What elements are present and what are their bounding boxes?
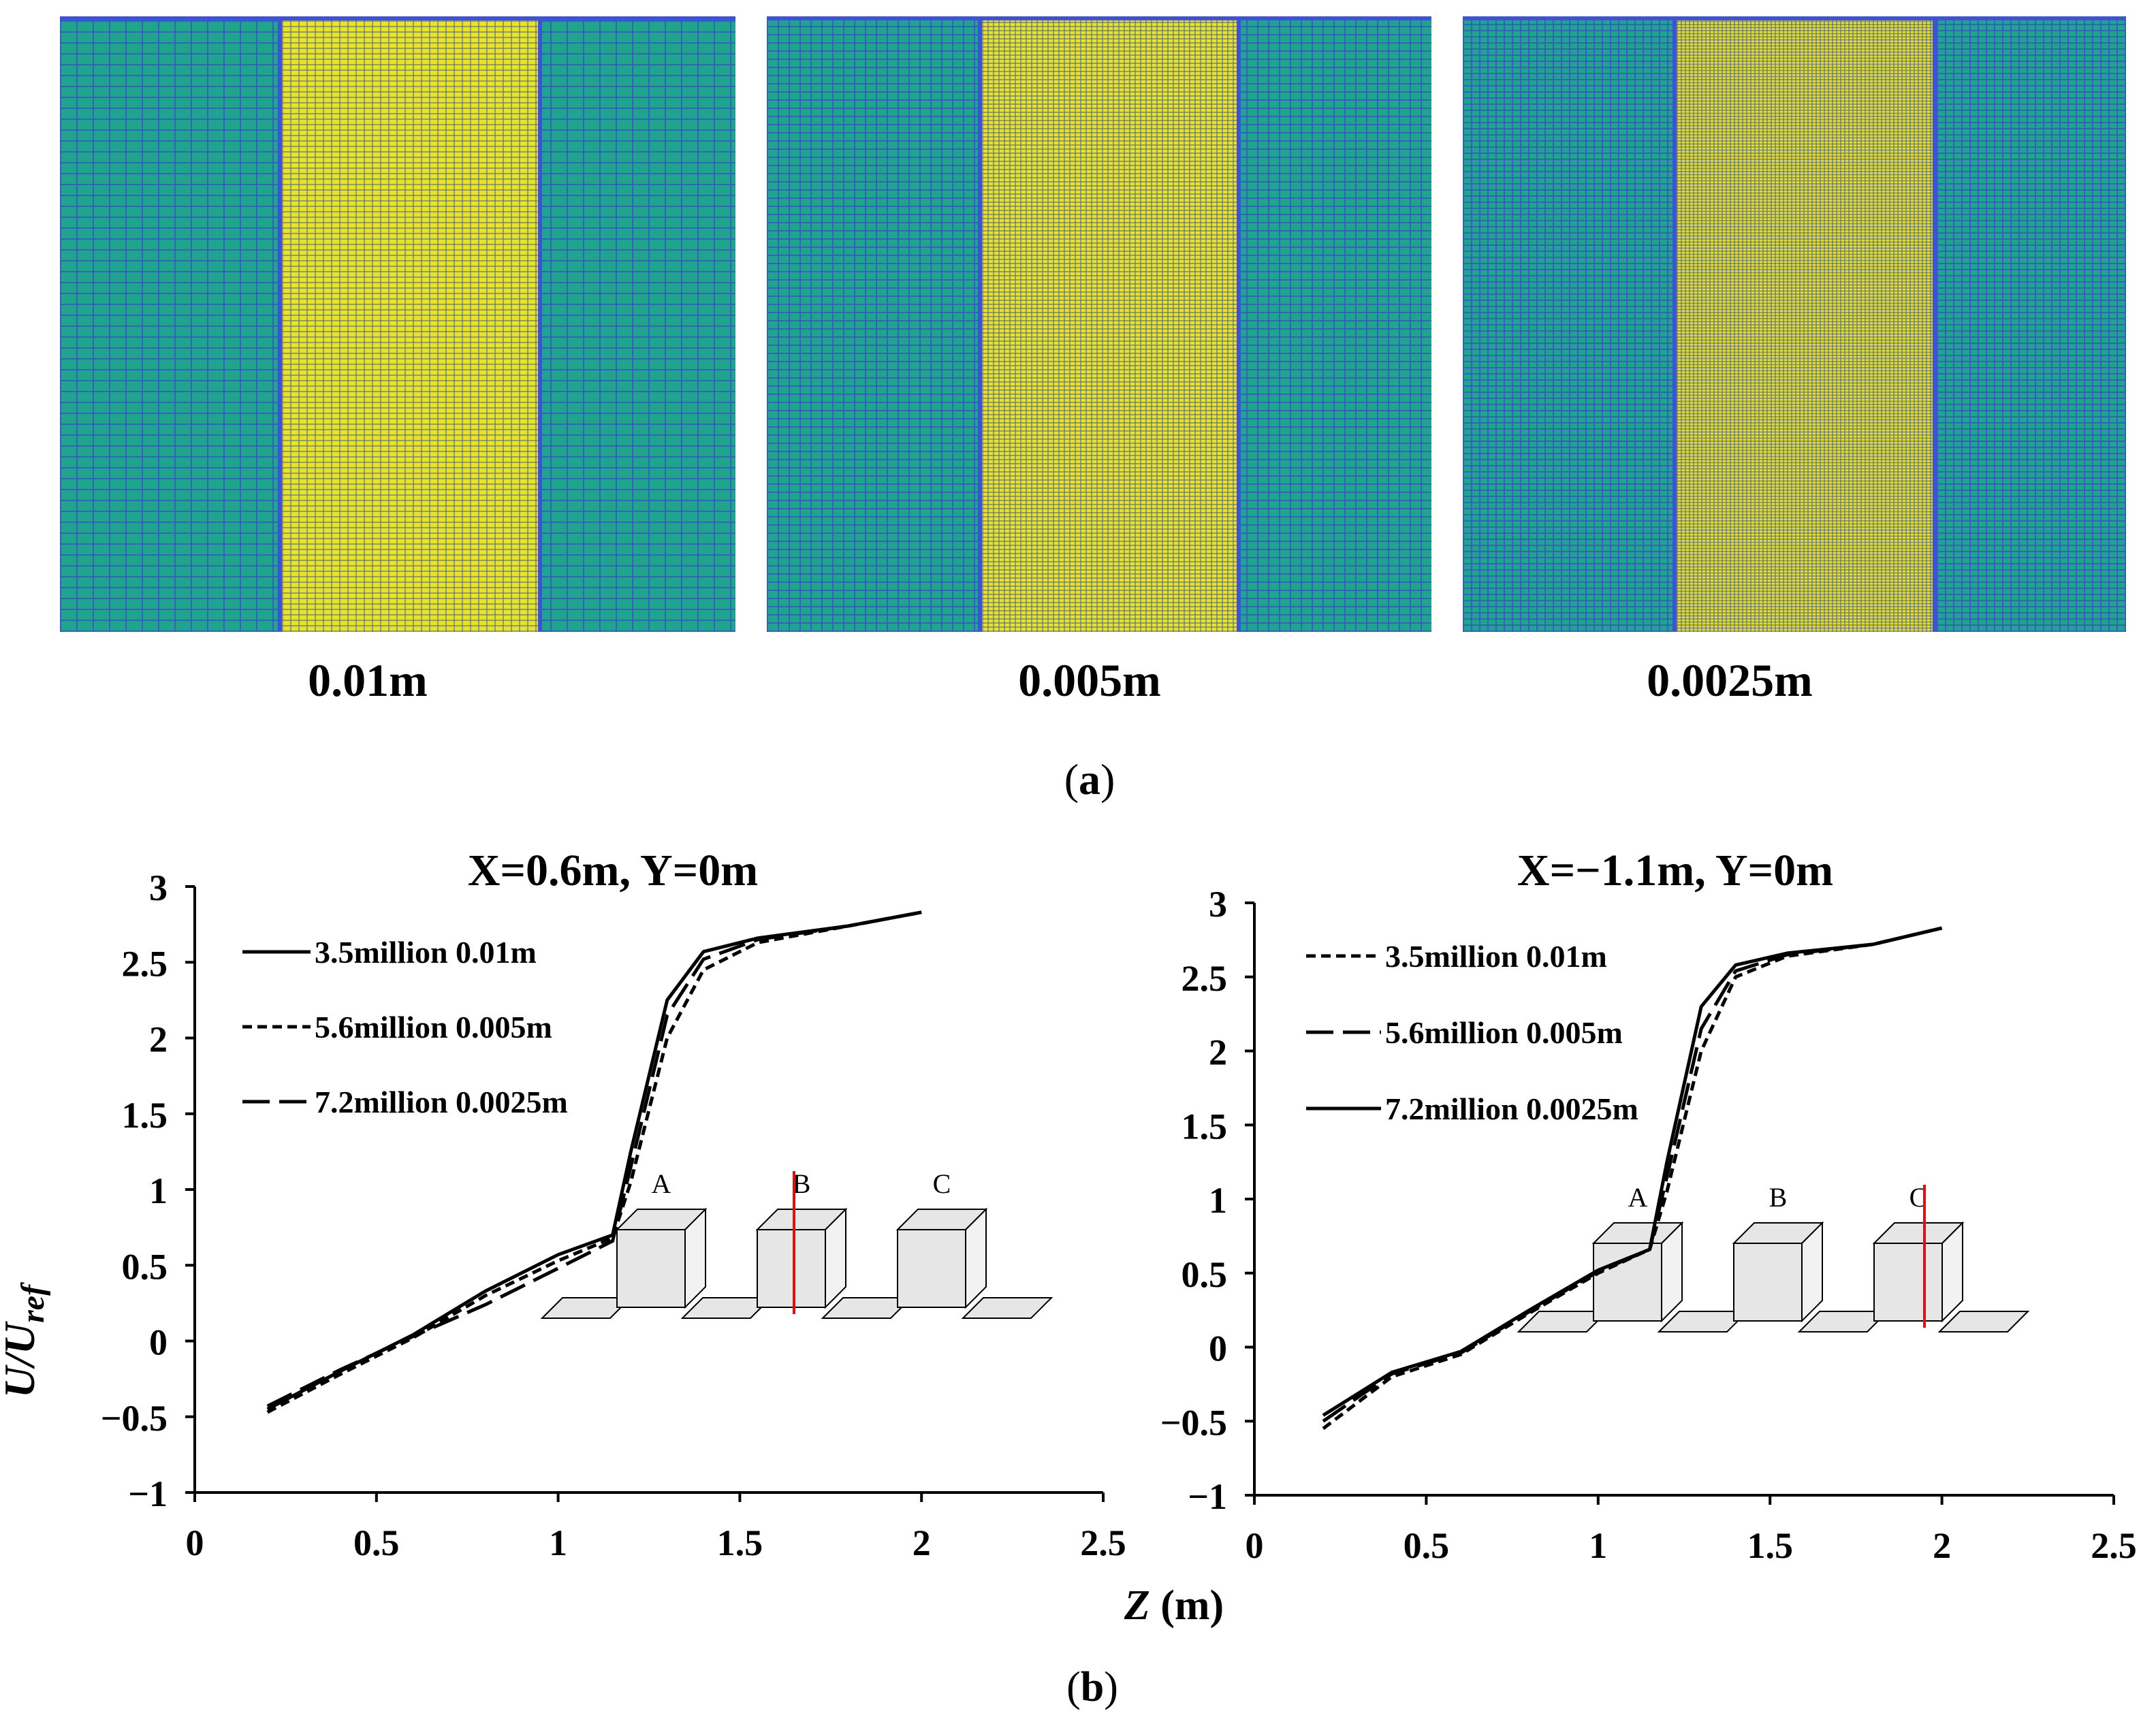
legend-label: 5.6million 0.005m — [315, 1010, 552, 1044]
x-tick-label: 1 — [1589, 1525, 1607, 1566]
inset-block-label: A — [1628, 1182, 1648, 1213]
inset-block-front — [1873, 1243, 1943, 1322]
mesh-refined-region — [1673, 20, 1937, 632]
y-tick-label: 3 — [1209, 884, 1227, 925]
y-tick-label: −1 — [128, 1473, 168, 1514]
mesh-caption-coarse: 0.01m — [308, 654, 428, 706]
chart-title: X=0.6m, Y=0m — [468, 846, 759, 895]
chart-left: −1 −0.5 0 0.5 1 1.5 2 2.5 3 0 0.5 1 1.5 2 2.5 X=0.6m, Y… — [101, 846, 1126, 1563]
y-tick-label: 0.5 — [1182, 1254, 1228, 1295]
y-tick-label: 2 — [1209, 1032, 1227, 1073]
y-tick-label: 1.5 — [1182, 1106, 1228, 1147]
y-tick-label: 1 — [1209, 1180, 1227, 1221]
y-tick-label: 1 — [149, 1170, 168, 1211]
legend-label: 5.6million 0.005m — [1385, 1015, 1623, 1050]
inset-block-side — [965, 1207, 987, 1309]
inset-block-label: B — [793, 1168, 811, 1199]
y-tick-label: 2 — [149, 1019, 168, 1060]
inset-block-front — [1593, 1243, 1662, 1322]
inset-block-label: A — [652, 1168, 671, 1199]
mesh-caption-medium: 0.005m — [1018, 654, 1161, 706]
y-axis-label: U/Uref — [0, 1282, 51, 1398]
series-line — [1322, 926, 1943, 1431]
inset-block-front — [757, 1229, 826, 1308]
legend-label: 7.2million 0.0025m — [315, 1085, 568, 1119]
series-line — [266, 910, 922, 1414]
mesh-image-medium — [767, 16, 1431, 632]
x-tick-label: 2 — [1933, 1525, 1951, 1566]
inset-block-side — [1941, 1221, 1963, 1323]
y-tick-label: 0 — [149, 1322, 168, 1363]
inset-ground-slab — [961, 1297, 1053, 1319]
mesh-refined-region — [278, 20, 542, 632]
mesh-image-fine — [1463, 16, 2126, 632]
inset-block-side — [684, 1207, 706, 1309]
inset-block-label: B — [1769, 1182, 1788, 1213]
inset-block-front — [1733, 1243, 1803, 1322]
legend-label: 7.2million 0.0025m — [1385, 1091, 1638, 1126]
series-line — [1322, 926, 1943, 1423]
y-tick-label: 0.5 — [122, 1246, 168, 1287]
x-tick-label: 0.5 — [353, 1522, 400, 1563]
legend-label: 3.5million 0.01m — [315, 935, 537, 970]
series-line — [1322, 926, 1943, 1417]
inset-block-side — [825, 1207, 846, 1309]
x-axis-label: Z (m) — [1124, 1582, 1224, 1629]
series-line — [266, 910, 922, 1411]
x-tick-label: 0.5 — [1404, 1525, 1450, 1566]
chart-right: −1 −0.5 0 0.5 1 1.5 2 2.5 3 0 0.5 1 1.5 2 2.5 X=−1.1m, … — [1160, 846, 2137, 1566]
inset-block-side — [1661, 1221, 1683, 1323]
profile-charts: −1 −0.5 0 0.5 1 1.5 2 2.5 3 0 0.5 1 1.5 2 2.5 X=0.6m, Y… — [0, 846, 2137, 1710]
x-tick-label: 2.5 — [1080, 1522, 1126, 1563]
series-line — [266, 910, 922, 1408]
inset-ground-slab — [1937, 1311, 2030, 1332]
inset-block-front — [616, 1229, 686, 1308]
inset-block-label: C — [933, 1168, 951, 1199]
mesh-image-coarse — [60, 16, 735, 632]
x-tick-label: 0 — [1246, 1525, 1264, 1566]
mesh-refined-region — [978, 20, 1241, 632]
y-tick-label: 2.5 — [1182, 958, 1228, 999]
y-tick-label: −0.5 — [101, 1398, 168, 1439]
legend-label: 3.5million 0.01m — [1385, 939, 1607, 974]
y-tick-label: −0.5 — [1160, 1402, 1227, 1443]
x-tick-label: 1.5 — [717, 1522, 763, 1563]
x-tick-label: 1.5 — [1747, 1525, 1793, 1566]
x-tick-label: 0 — [186, 1522, 204, 1563]
inset-block-side — [1801, 1221, 1823, 1323]
x-tick-label: 2.5 — [2091, 1525, 2137, 1566]
x-tick-label: 2 — [913, 1522, 931, 1563]
panel-label-b: (b) — [1066, 1664, 1118, 1710]
y-tick-label: 2.5 — [122, 943, 168, 984]
mesh-caption-fine: 0.0025m — [1647, 654, 1813, 706]
chart-title: X=−1.1m, Y=0m — [1517, 846, 1833, 895]
panel-label-a: (a) — [1064, 755, 1115, 803]
x-tick-label: 1 — [549, 1522, 567, 1563]
y-tick-label: 1.5 — [122, 1095, 168, 1136]
inset-block-front — [897, 1229, 966, 1308]
y-tick-label: −1 — [1188, 1476, 1227, 1517]
y-tick-label: 0 — [1209, 1328, 1227, 1369]
y-tick-label: 3 — [149, 867, 168, 908]
